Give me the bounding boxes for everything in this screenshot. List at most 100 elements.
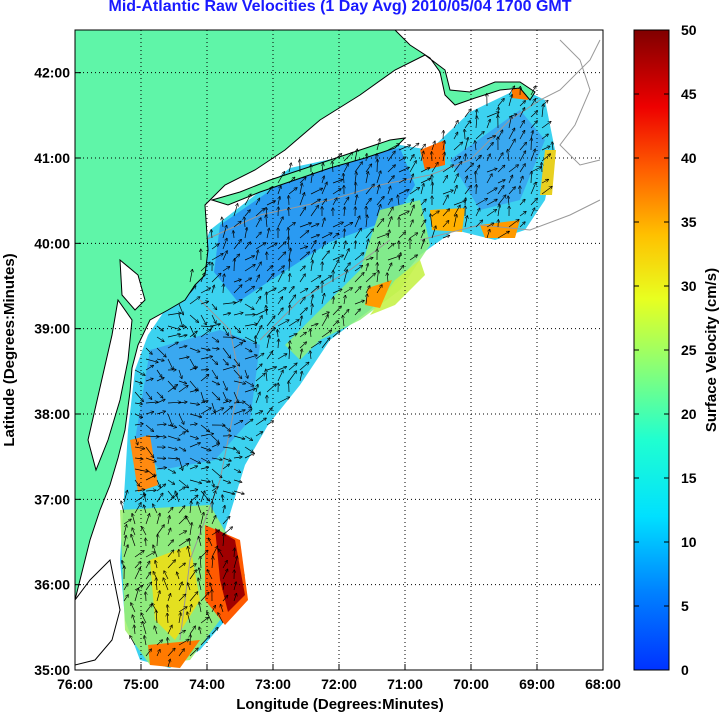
velocity-arrow (200, 301, 208, 305)
colorbar-tick-label: 35 (681, 214, 697, 230)
velocity-arrow (431, 163, 438, 173)
velocity-arrow (157, 535, 158, 547)
velocity-arrow (156, 347, 166, 357)
velocity-arrow (465, 154, 466, 162)
velocity-arrow (332, 255, 343, 261)
velocity-arrow (530, 198, 537, 206)
velocity-arrow (343, 288, 352, 294)
velocity-arrow (200, 424, 209, 432)
velocity-arrow (212, 479, 214, 487)
velocity-arrow (277, 252, 286, 261)
velocity-arrow (153, 504, 158, 514)
velocity-arrow (234, 548, 235, 558)
velocity-arrow (365, 258, 373, 261)
velocity-arrow (519, 143, 526, 151)
colorbar-label: Surface Velocity (cm/s) (703, 268, 720, 432)
velocity-arrow (200, 288, 210, 294)
velocity-arrow (310, 188, 322, 195)
velocity-arrow (399, 253, 401, 261)
velocity-arrow (123, 491, 127, 503)
velocity-arrow (123, 545, 128, 558)
velocity-arrow (333, 297, 334, 305)
y-axis-ticks: 35:00 36:00 37:00 38:00 39:00 40:00 41:00 42:00 (34, 65, 81, 678)
x-tick-label: 76:00 (57, 676, 93, 692)
velocity-arrow (519, 108, 525, 118)
velocity-arrow (366, 264, 368, 272)
velocity-arrow (233, 457, 242, 458)
velocity-arrow (409, 220, 413, 228)
y-tick-label: 36:00 (34, 577, 70, 593)
velocity-arrow (211, 303, 217, 310)
velocity-arrow (145, 402, 158, 403)
velocity-arrow (453, 174, 458, 184)
velocity-arrow (278, 197, 280, 206)
velocity-arrow (376, 219, 384, 228)
velocity-arrow (508, 165, 518, 173)
velocity-arrow (134, 503, 141, 514)
velocity-arrow (178, 314, 183, 327)
velocity-arrow (530, 149, 535, 162)
velocity-arrow (343, 164, 348, 173)
velocity-arrow (156, 525, 164, 536)
velocity-arrow (233, 240, 241, 250)
velocity-arrow (288, 295, 296, 305)
velocity-arrow (508, 150, 509, 162)
velocity-arrow (211, 402, 215, 413)
velocity-arrow (299, 289, 308, 294)
velocity-arrow (355, 183, 356, 195)
velocity-arrow (255, 374, 265, 382)
velocity-arrow (222, 495, 223, 503)
velocity-arrow (145, 475, 156, 481)
velocity-arrow (154, 626, 158, 635)
velocity-arrow (121, 501, 125, 514)
velocity-arrow (531, 172, 532, 184)
velocity-arrow (442, 176, 447, 184)
velocity-arrow (144, 493, 147, 503)
velocity-arrow (222, 303, 236, 305)
velocity-arrow (178, 464, 188, 470)
velocity-arrow (277, 330, 278, 338)
velocity-arrow (354, 301, 364, 305)
velocity-arrow (310, 224, 319, 228)
velocity-arrow (222, 424, 230, 431)
velocity-arrow (219, 549, 224, 558)
velocity-arrow (145, 552, 155, 558)
velocity-arrow (167, 342, 178, 349)
velocity-arrow (376, 139, 380, 151)
velocity-arrow (343, 197, 349, 206)
velocity-arrow (464, 163, 473, 173)
velocity-arrow (178, 386, 188, 393)
velocity-arrow (156, 468, 166, 469)
velocity-arrow (497, 186, 504, 195)
colorbar-tick-label: 45 (681, 86, 697, 102)
velocity-arrow (354, 287, 361, 294)
velocity-arrow (145, 436, 159, 437)
velocity-arrow (189, 390, 198, 392)
velocity-arrow (222, 479, 230, 483)
velocity-arrow (310, 286, 319, 294)
x-axis-ticks: 76:00 75:00 74:00 73:00 72:00 71:00 70:00 69:00… (57, 664, 621, 692)
velocity-arrow (289, 305, 290, 316)
velocity-arrow (211, 348, 219, 349)
velocity-arrow (420, 184, 424, 195)
velocity-arrow (167, 435, 180, 440)
velocity-arrow (233, 343, 242, 349)
velocity-arrow (409, 205, 414, 217)
velocity-arrow (244, 409, 252, 415)
velocity-arrow (233, 421, 243, 426)
velocity-arrow (178, 539, 189, 547)
velocity-arrow (442, 221, 449, 228)
velocity-arrow (244, 389, 255, 393)
velocity-arrow (155, 561, 157, 569)
colorbar: 0 5 10 15 20 25 30 35 40 45 50 Surface Velocity (c… (633, 22, 720, 678)
velocity-arrow (167, 358, 173, 369)
velocity-arrow (178, 432, 185, 437)
velocity-arrow (387, 207, 393, 217)
velocity-arrow (134, 447, 145, 449)
velocity-arrow (200, 557, 201, 569)
velocity-arrow (146, 538, 147, 547)
velocity-arrow (132, 615, 136, 624)
velocity-arrow (299, 266, 305, 272)
velocity-arrow (178, 563, 185, 569)
